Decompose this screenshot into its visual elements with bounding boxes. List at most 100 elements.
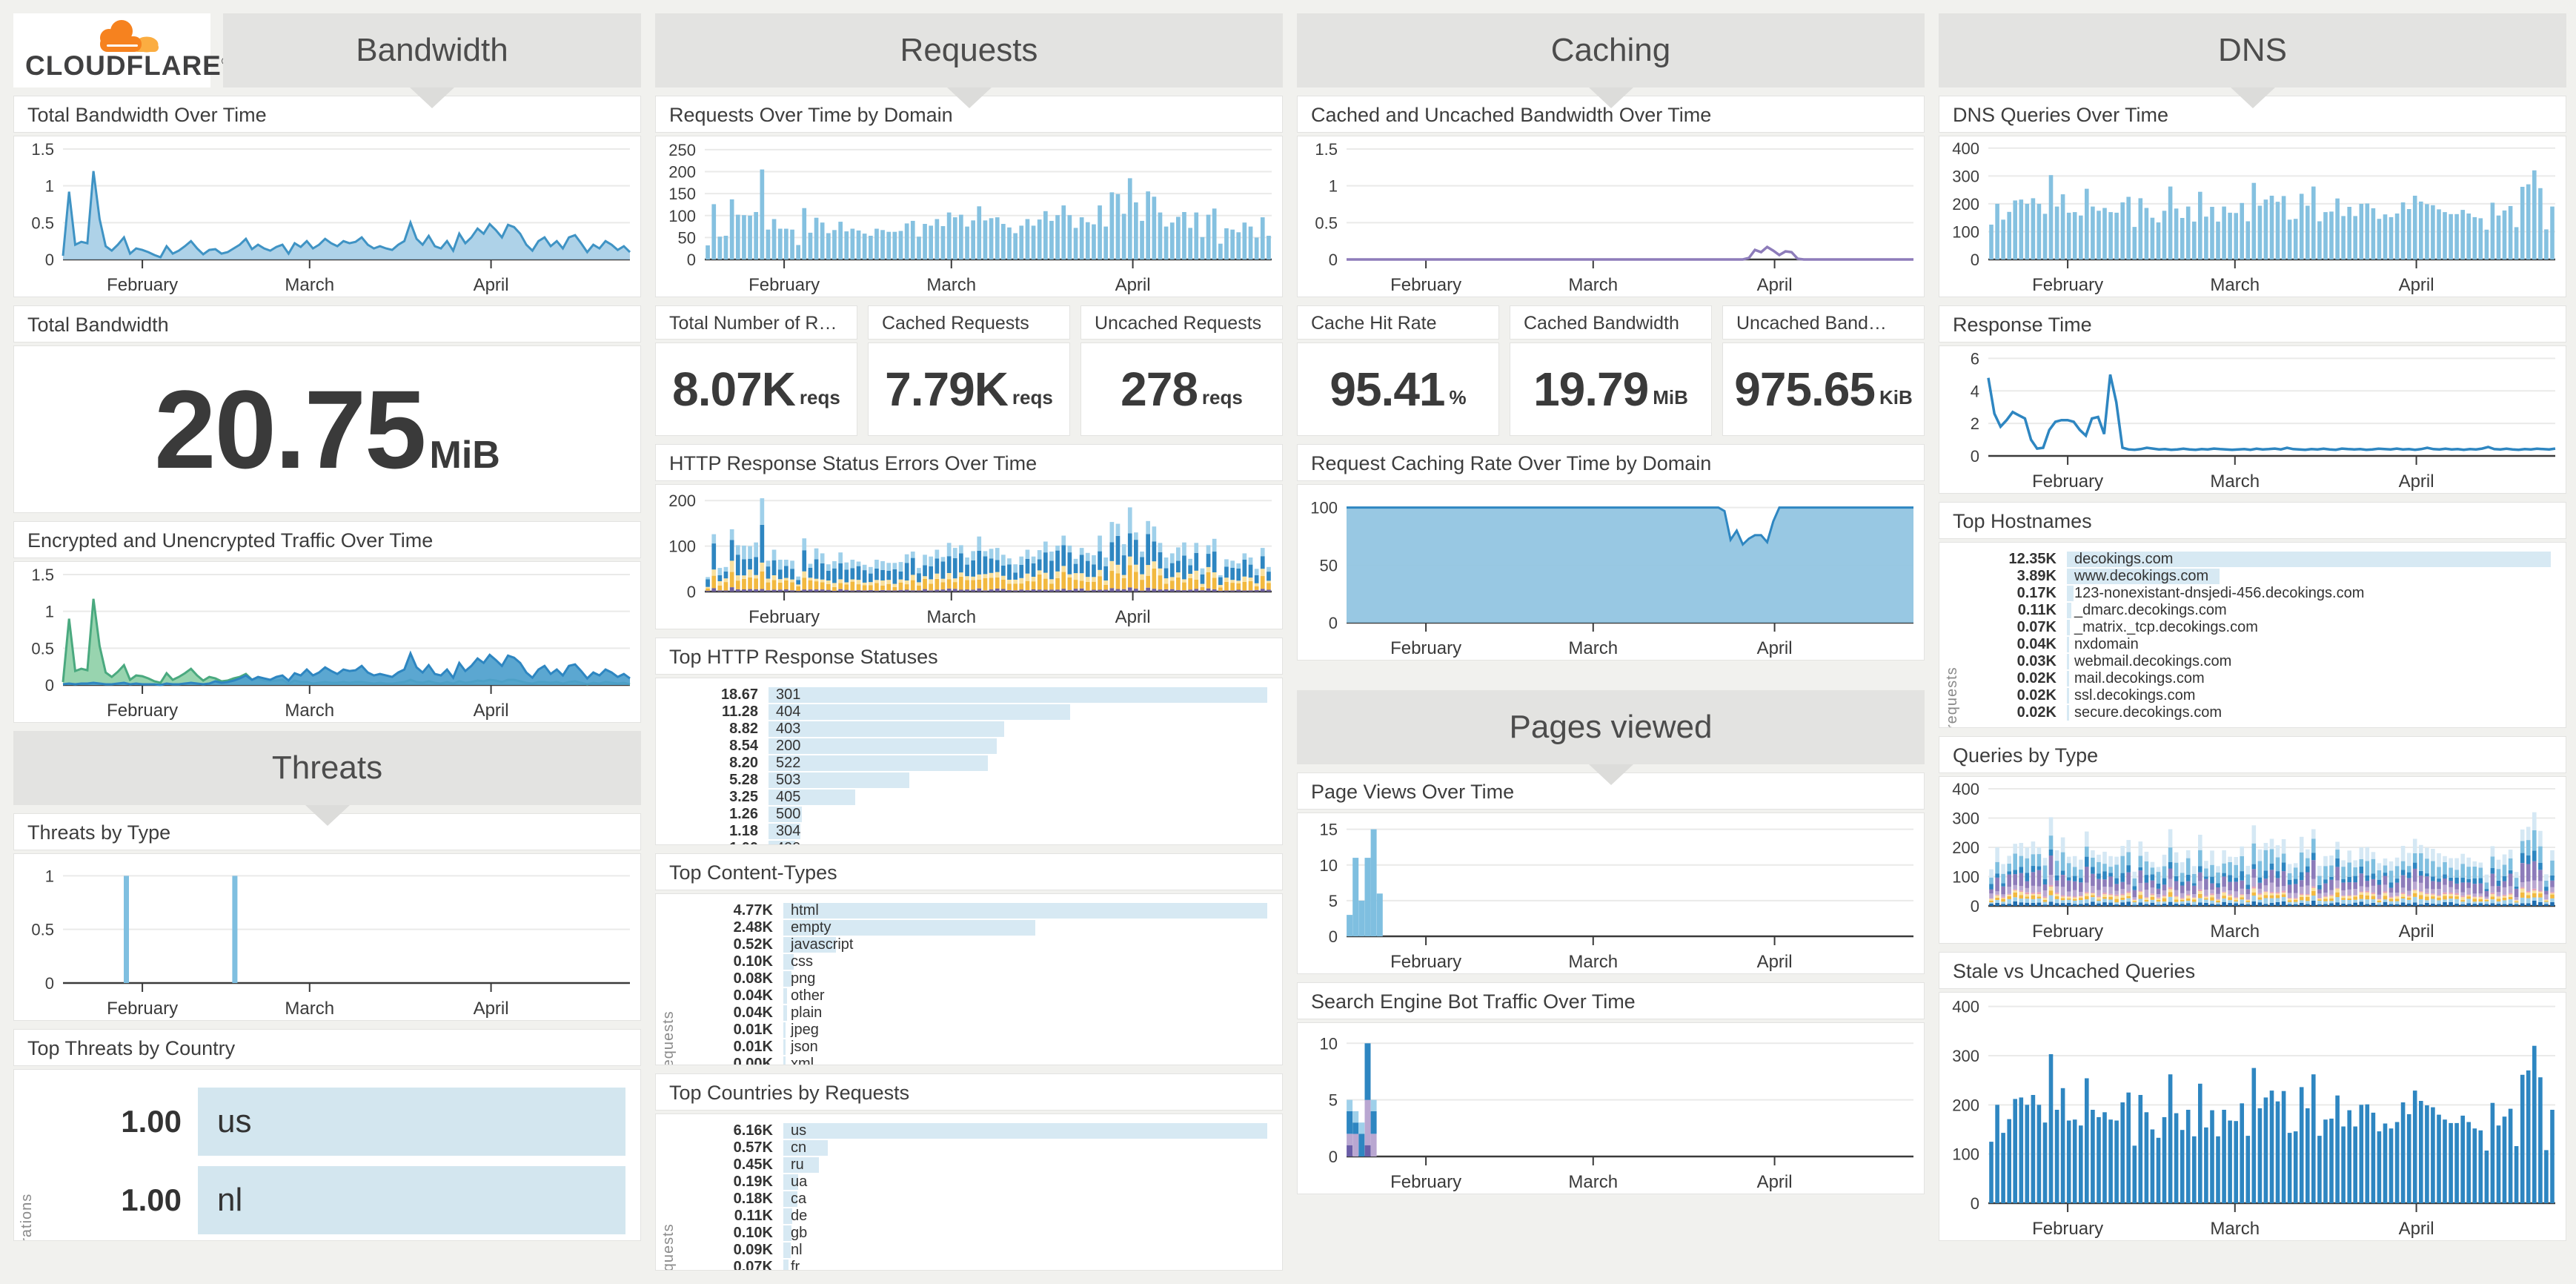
svg-text:5: 5 xyxy=(1329,1091,1338,1110)
hbar-row[interactable]: 3.89K www.decokings.com xyxy=(1959,568,2551,584)
panel-queries-by-type: Queries by Type 0 100 200 300 400 February Marc… xyxy=(1939,736,2566,944)
panel-response-time: Response Time 0 2 4 6 February March April xyxy=(1939,305,2566,494)
svg-text:February: February xyxy=(1390,638,1461,658)
hbar-row[interactable]: 0.04K other xyxy=(675,987,1267,1004)
stale-uncached-queries-chart[interactable]: 0 100 200 300 400 February March April xyxy=(1939,993,2566,1240)
panel-body-uncached-requests: 278 reqs xyxy=(1080,342,1283,436)
svg-text:300: 300 xyxy=(1952,809,1979,827)
hbar-row[interactable]: 3.25 405 xyxy=(660,789,1267,805)
panel-body-top-hostnames: requests 12.35K decokings.com 3.89K www.deco… xyxy=(1939,542,2566,728)
hbar-row[interactable]: 0.19K ua xyxy=(675,1174,1267,1190)
hbar-row[interactable]: 1.18 304 xyxy=(660,823,1267,839)
hbar-row[interactable]: 0.07K fr xyxy=(675,1259,1267,1270)
hbar-row[interactable]: 1.00 us xyxy=(33,1088,625,1156)
panel-http-errors: HTTP Response Status Errors Over Time 0 10… xyxy=(655,444,1283,629)
hbar-row[interactable]: 11.28 404 xyxy=(660,704,1267,720)
search-bot-chart[interactable]: 0 5 10 February March April xyxy=(1298,1023,1924,1194)
hbar-row[interactable]: 1.00499 xyxy=(660,840,1267,844)
threats-by-type-chart[interactable]: 0 0.5 1 February March April xyxy=(14,854,640,1020)
hbar-row[interactable]: 0.57K cn xyxy=(675,1139,1267,1156)
hbar-row[interactable]: 0.07K _matrix._tcp.decokings.com xyxy=(1959,619,2551,635)
section-header-pages-viewed: Pages viewed xyxy=(1297,690,1925,785)
total-bandwidth-over-time-chart[interactable]: 0 0.5 1 1.5 February March April xyxy=(14,136,640,297)
hbar-row[interactable]: 18.67 301 xyxy=(660,686,1267,703)
hbar-row[interactable]: 0.04K nxdomain xyxy=(1959,636,2551,652)
hbar-row[interactable]: 0.09K nl xyxy=(675,1242,1267,1258)
hbar-row[interactable]: 0.00K xml xyxy=(675,1056,1267,1065)
hbar-row[interactable]: 1.00 nl xyxy=(33,1166,625,1234)
queries-by-type-chart[interactable]: 0 100 200 300 400 February March April xyxy=(1939,777,2566,943)
svg-text:200: 200 xyxy=(1952,195,1979,214)
svg-text:April: April xyxy=(1757,952,1793,972)
panel-title: Top Content-Types xyxy=(655,853,1283,890)
hbar-label: 500 xyxy=(776,806,801,822)
hbar-label: plain xyxy=(791,1005,823,1021)
svg-text:February: February xyxy=(2032,471,2103,492)
column-dns: DNS DNS Queries Over Time 0 100 200 300 400 Feb… xyxy=(1939,13,2566,1271)
hbar-rows: 12.35K decokings.com 3.89K www.decokings.co… xyxy=(1959,551,2551,721)
hbar-row[interactable]: 0.10K css xyxy=(675,953,1267,970)
panel-title: Top Hostnames xyxy=(1939,502,2566,539)
hbar-row[interactable]: 0.18K ca xyxy=(675,1191,1267,1207)
hbar-row[interactable]: 0.45K ru xyxy=(675,1156,1267,1173)
hbar-row[interactable]: 0.04K plain xyxy=(675,1005,1267,1021)
panel-title: Top Threats by Country xyxy=(13,1029,641,1066)
svg-text:March: March xyxy=(926,275,976,295)
http-errors-chart[interactable]: 0 100 200 February March April xyxy=(656,485,1282,629)
panel-encrypted-unencrypted: Encrypted and Unencrypted Traffic Over T… xyxy=(13,521,641,723)
panel-title: Cached Requests xyxy=(868,305,1070,340)
hbar-fill xyxy=(783,1242,791,1258)
hbar-row[interactable]: 2.48K empty xyxy=(675,919,1267,936)
panel-title: Response Time xyxy=(1939,305,2566,342)
section-header-label: Threats xyxy=(271,749,383,786)
cached-uncached-bw-chart[interactable]: 0 0.5 1 1.5 February March April xyxy=(1298,136,1924,297)
response-time-chart[interactable]: 0 2 4 6 February March April xyxy=(1939,346,2566,493)
encrypted-unencrypted-chart[interactable]: 0 0.5 1 1.5 February March April xyxy=(14,562,640,722)
hbar-track: 405 xyxy=(769,790,1267,805)
hbar-track: ua xyxy=(783,1174,1267,1190)
hbar-row[interactable]: 1.26 500 xyxy=(660,806,1267,822)
hbar-row[interactable]: 0.52K javascript xyxy=(675,936,1267,953)
hbar-row[interactable]: 0.01K json xyxy=(675,1039,1267,1055)
hbar-row[interactable]: 5.28 503 xyxy=(660,772,1267,788)
hbar-row[interactable]: 6.16K us xyxy=(675,1122,1267,1139)
hbar-row[interactable]: 0.02K ssl.decokings.com xyxy=(1959,687,2551,704)
panel-top-content-types: Top Content-Types requests 4.77K html 2.48K e… xyxy=(655,853,1283,1065)
hbar-row[interactable]: 4.77K html xyxy=(675,902,1267,919)
svg-text:50: 50 xyxy=(678,228,696,247)
hbar-row[interactable]: 0.17K 123-nonexistant-dnsjedi-456.decokin… xyxy=(1959,585,2551,601)
hbar-label: 301 xyxy=(776,686,801,703)
hbar-row[interactable]: 8.54 200 xyxy=(660,738,1267,754)
page-views-chart[interactable]: 0 5 10 15 February March April xyxy=(1298,813,1924,973)
caching-rate-chart[interactable]: 0 50 100 February March April xyxy=(1298,485,1924,660)
hbar-value: 0.02K xyxy=(2016,687,2057,704)
hbar-row[interactable]: 0.03K webmail.decokings.com xyxy=(1959,653,2551,669)
hbar-track: fr xyxy=(783,1260,1267,1270)
hbar-label: us xyxy=(791,1122,807,1139)
hbar-row[interactable]: 0.11K de xyxy=(675,1208,1267,1224)
hbar-row[interactable]: 0.11K _dmarc.decokings.com xyxy=(1959,602,2551,618)
hbar-fill xyxy=(783,1039,786,1055)
hbar-track: webmail.decokings.com xyxy=(2067,654,2551,669)
hbar-row[interactable]: 12.35K decokings.com xyxy=(1959,551,2551,567)
hbar-track: 301 xyxy=(769,687,1267,703)
svg-text:April: April xyxy=(1115,275,1151,295)
panel-body-total-bandwidth-stat: 20.75 MiB xyxy=(13,345,641,513)
dns-queries-over-time-chart[interactable]: 0 100 200 300 400 February March April xyxy=(1939,136,2566,297)
svg-text:April: April xyxy=(474,999,509,1019)
hbar-track: mail.decokings.com xyxy=(2067,671,2551,686)
hbar-row[interactable]: 0.02K mail.decokings.com xyxy=(1959,670,2551,686)
hbar-label: mail.decokings.com xyxy=(2074,670,2205,686)
hbar-row[interactable]: 8.82 403 xyxy=(660,721,1267,737)
hbar-row[interactable]: 0.01K jpeg xyxy=(675,1022,1267,1038)
requests-over-time-chart[interactable]: 0 50 100 150 200 250 February March April xyxy=(656,136,1282,297)
hbar-row[interactable]: 0.08K png xyxy=(675,970,1267,987)
hbar-row[interactable]: 0.10K gb xyxy=(675,1225,1267,1241)
section-header-label: Requests xyxy=(900,32,1038,68)
hbar-track: xml xyxy=(783,1056,1267,1065)
hbar-row[interactable]: 8.20 522 xyxy=(660,755,1267,771)
svg-text:1.5: 1.5 xyxy=(31,566,54,584)
hbar-track: us xyxy=(198,1088,625,1156)
svg-text:100: 100 xyxy=(668,207,696,225)
hbar-row[interactable]: 0.02K secure.decokings.com xyxy=(1959,704,2551,721)
